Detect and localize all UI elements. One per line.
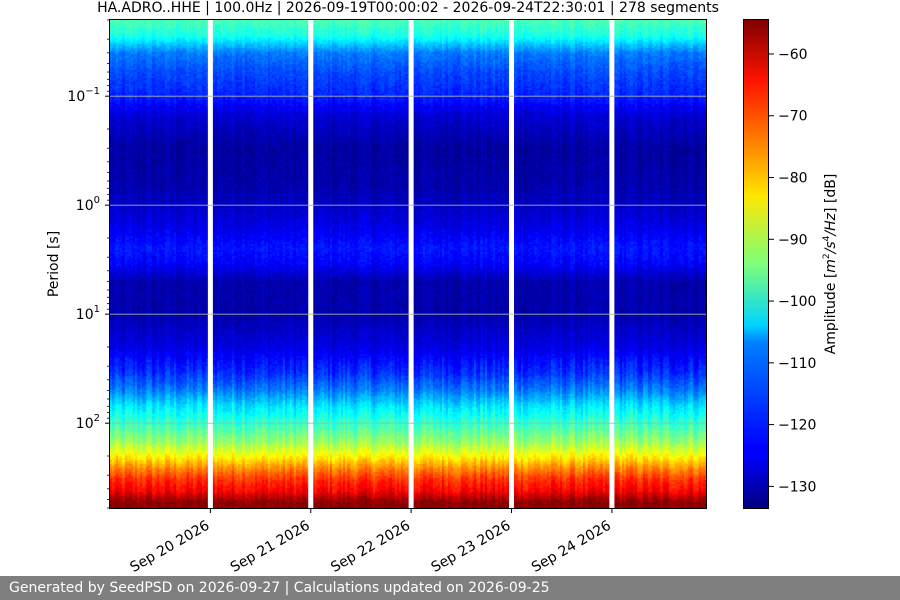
- y-tick-label: 101: [76, 304, 100, 323]
- data-gap: [207, 20, 213, 508]
- spectrogram-heatmap: [110, 20, 706, 508]
- x-tick-label: Sep 23 2026: [429, 518, 514, 576]
- footer-bar: Generated by SeedPSD on 2026-09-27 | Cal…: [0, 576, 900, 600]
- colorbar-tick-label: −70: [778, 109, 808, 125]
- y-tick-label: 10−1: [67, 86, 100, 105]
- data-gap-markers: [207, 20, 615, 508]
- y-gridlines: [110, 95, 706, 424]
- colorbar-label: Amplitude [m2/s4/Hz] [dB]: [822, 174, 839, 355]
- x-tick-label: Sep 20 2026: [128, 518, 213, 576]
- colorbar-tick-label: −120: [778, 418, 816, 434]
- footer-text: Generated by SeedPSD on 2026-09-27 | Cal…: [9, 580, 550, 596]
- y-axis-label: Period [s]: [46, 231, 62, 297]
- plot-frame: [109, 19, 707, 509]
- x-tick-label: Sep 22 2026: [328, 518, 413, 576]
- spectrogram-figure: HA.ADRO..HHE | 100.0Hz | 2026-09-19T00:0…: [46, 0, 839, 576]
- colorbar: [743, 19, 769, 509]
- colorbar-tick-label: −110: [778, 356, 816, 372]
- colorbar-tick-label: −80: [778, 171, 808, 187]
- chart-title: HA.ADRO..HHE | 100.0Hz | 2026-09-19T00:0…: [97, 0, 719, 16]
- y-tick-label: 100: [76, 195, 100, 214]
- colorbar-ticks: −60 −70 −80 −90 −100 −110 −120 −130: [769, 47, 816, 495]
- x-tick-label: Sep 24 2026: [529, 518, 614, 576]
- y-axis-ticks: 10−1 100 101 102: [67, 19, 110, 509]
- data-gap: [609, 20, 615, 508]
- data-gap: [308, 20, 314, 508]
- colorbar-tick-label: −100: [778, 294, 816, 310]
- colorbar-tick-label: −90: [778, 232, 808, 248]
- colorbar-tick-label: −130: [778, 479, 816, 495]
- colorbar-tick-label: −60: [778, 47, 808, 63]
- y-tick-label: 102: [76, 413, 100, 432]
- data-gap: [509, 20, 515, 508]
- x-axis-ticks: Sep 20 2026 Sep 21 2026 Sep 22 2026 Sep 23 …: [128, 508, 614, 576]
- x-tick-label: Sep 21 2026: [228, 518, 313, 576]
- heatmap-image: [110, 20, 706, 508]
- data-gap: [408, 20, 414, 508]
